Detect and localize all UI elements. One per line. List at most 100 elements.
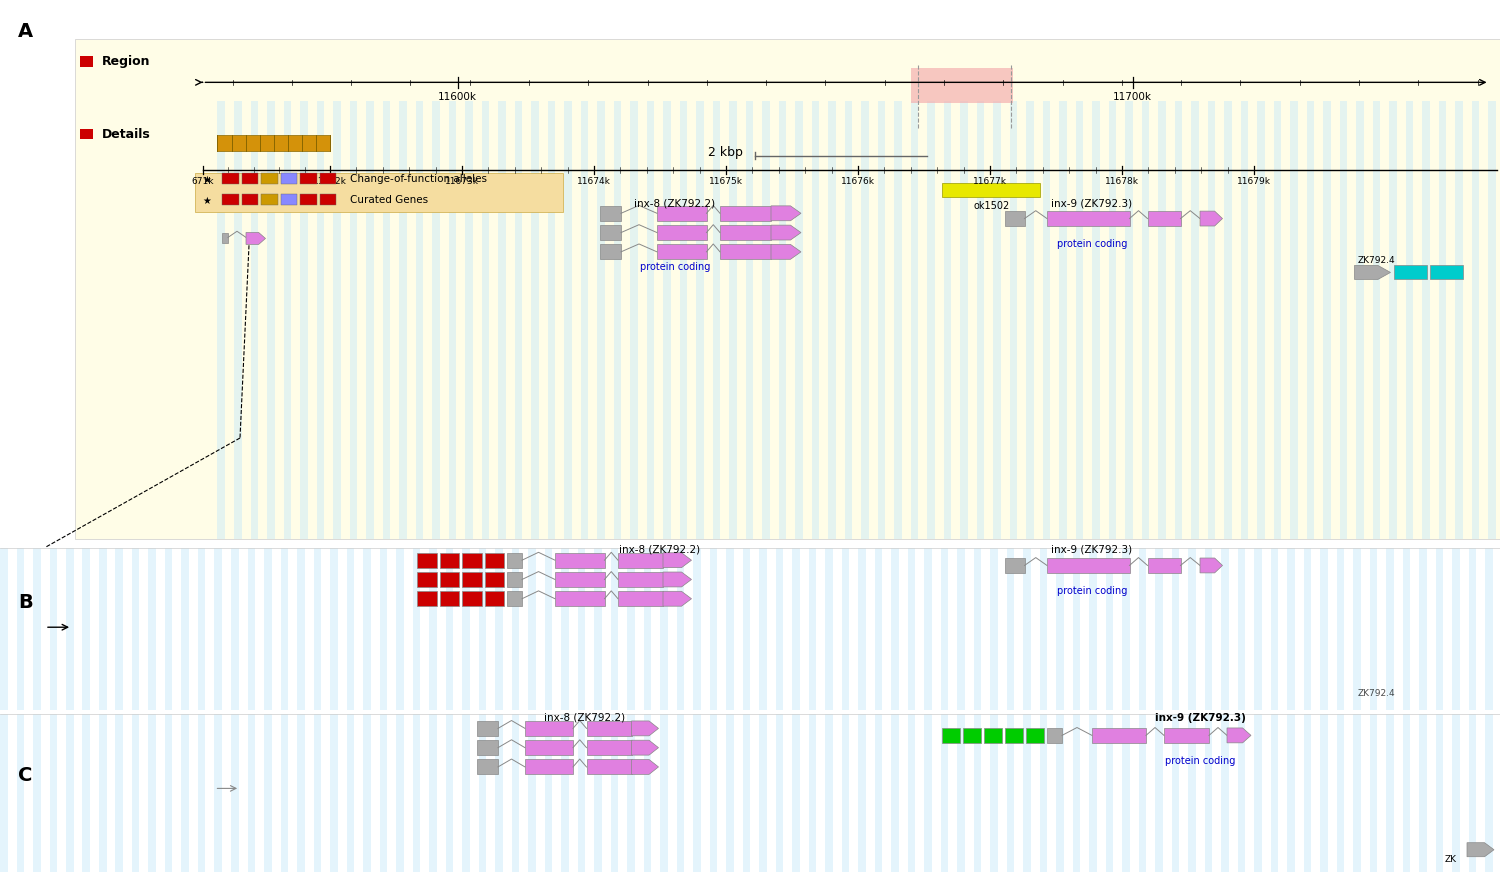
Bar [525, 721, 573, 736]
Bar [910, 101, 918, 539]
Bar [330, 548, 338, 710]
Bar [630, 101, 638, 539]
Bar [586, 740, 632, 755]
Bar [512, 548, 519, 710]
Bar [512, 714, 519, 872]
Bar [1304, 714, 1311, 872]
Bar [693, 714, 700, 872]
Polygon shape [1200, 558, 1222, 573]
Bar [1125, 101, 1132, 539]
Bar [432, 101, 439, 539]
Polygon shape [246, 232, 266, 244]
Bar [1204, 548, 1212, 710]
Bar [1306, 101, 1314, 539]
Bar [1353, 548, 1360, 710]
Bar [944, 101, 951, 539]
Bar [627, 548, 634, 710]
Bar [165, 714, 172, 872]
Bar [874, 714, 882, 872]
Bar [808, 548, 816, 710]
Bar [963, 728, 981, 743]
Bar [942, 728, 960, 743]
Bar [242, 194, 258, 205]
Bar [416, 101, 423, 539]
Polygon shape [632, 759, 658, 774]
Bar [644, 548, 651, 710]
Bar [974, 548, 981, 710]
Bar [222, 173, 238, 184]
Text: A: A [18, 22, 33, 41]
Bar [1056, 714, 1064, 872]
Bar [1372, 101, 1380, 539]
Bar [976, 101, 984, 539]
Bar [50, 714, 57, 872]
Polygon shape [1227, 728, 1251, 743]
Bar [396, 714, 404, 872]
Text: inx-9 (ZK792.3): inx-9 (ZK792.3) [1052, 545, 1132, 555]
Bar [477, 740, 498, 755]
Bar [600, 206, 621, 221]
Bar [1370, 548, 1377, 710]
Bar [1290, 101, 1298, 539]
Polygon shape [632, 721, 658, 736]
Bar [1005, 728, 1023, 743]
Bar [198, 548, 206, 710]
Bar [280, 548, 288, 710]
Text: C: C [18, 766, 33, 785]
Bar [960, 101, 968, 539]
Bar [614, 101, 621, 539]
Bar [544, 714, 552, 872]
Bar [363, 548, 370, 710]
Bar [594, 548, 602, 710]
Bar [182, 714, 189, 872]
Bar [1208, 101, 1215, 539]
Bar [940, 714, 948, 872]
Bar [248, 714, 255, 872]
Polygon shape [1200, 211, 1222, 226]
Bar [214, 714, 222, 872]
Text: ZK792.4: ZK792.4 [1358, 256, 1395, 265]
Bar [1076, 101, 1083, 539]
Bar [710, 548, 717, 710]
Bar [942, 183, 1040, 197]
Bar [990, 548, 998, 710]
Bar [1204, 714, 1212, 872]
Bar [742, 548, 750, 710]
Bar [446, 548, 453, 710]
Bar [132, 714, 140, 872]
Polygon shape [663, 572, 692, 587]
Bar [1452, 714, 1460, 872]
Bar [484, 572, 504, 587]
Bar [924, 548, 932, 710]
Bar [1436, 714, 1443, 872]
Bar [1270, 714, 1278, 872]
Bar [1472, 101, 1479, 539]
Bar [417, 572, 436, 587]
Text: inx-9 (ZK792.3): inx-9 (ZK792.3) [1155, 713, 1245, 723]
Text: inx-8 (ZK792.2): inx-8 (ZK792.2) [620, 545, 701, 555]
Bar [627, 714, 634, 872]
Bar [477, 721, 498, 736]
Bar [80, 56, 93, 67]
Bar [525, 740, 573, 755]
Bar [1221, 714, 1228, 872]
Bar [1106, 548, 1113, 710]
Bar [148, 548, 156, 710]
Text: 11674k: 11674k [578, 177, 610, 186]
Bar [1026, 101, 1033, 539]
Bar [382, 101, 390, 539]
Bar [82, 548, 90, 710]
Bar [1238, 714, 1245, 872]
Bar [776, 548, 783, 710]
Bar [1122, 548, 1130, 710]
Bar [891, 714, 898, 872]
Bar [825, 548, 833, 710]
Bar [462, 548, 470, 710]
Bar [858, 714, 865, 872]
Bar [16, 548, 24, 710]
Bar [1122, 714, 1130, 872]
Bar [1047, 728, 1062, 743]
Bar [222, 233, 228, 243]
Bar [1092, 728, 1146, 743]
Bar [1340, 101, 1347, 539]
